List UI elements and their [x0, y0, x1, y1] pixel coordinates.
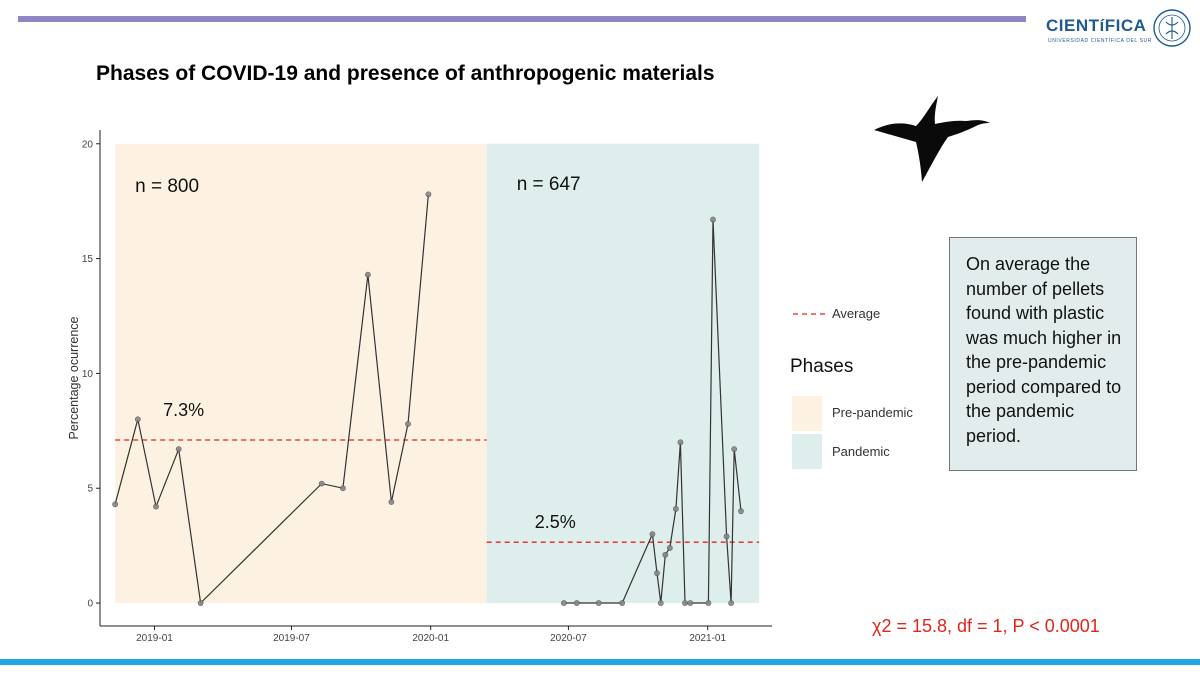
x-tick-label: 2019-07 — [273, 633, 310, 644]
top-accent-bar — [18, 16, 1026, 22]
legend-label-pandemic: Pandemic — [832, 444, 890, 459]
data-point — [175, 446, 182, 453]
data-point — [364, 271, 371, 278]
data-point — [666, 545, 673, 551]
data-point — [654, 570, 660, 577]
data-point — [112, 501, 119, 508]
x-tick-label: 2019-01 — [136, 633, 173, 644]
y-tick-label: 0 — [87, 599, 93, 610]
data-point — [134, 416, 141, 423]
x-tick-label: 2020-07 — [550, 633, 587, 644]
legend-phases-title: Phases — [790, 356, 854, 377]
data-point — [595, 600, 602, 606]
logo-subtitle: UNIVERSIDAD CIENTÍFICA DEL SUR — [1048, 38, 1152, 44]
data-point — [318, 480, 325, 487]
data-point — [677, 439, 684, 446]
data-point — [657, 600, 664, 606]
data-point — [710, 216, 716, 223]
data-point — [573, 600, 580, 606]
legend-key-pandemic — [792, 434, 822, 469]
legend-label-pre-pandemic: Pre-pandemic — [832, 405, 913, 420]
data-point — [662, 551, 669, 558]
data-point — [672, 505, 679, 512]
data-point — [560, 600, 567, 606]
data-point — [388, 499, 395, 505]
sample-size-label: n = 800 — [135, 176, 199, 197]
x-tick-label: 2020-01 — [412, 633, 449, 644]
phase-band-pre-pandemic — [115, 143, 487, 604]
x-tick-label: 2021-01 — [689, 633, 726, 644]
phase-band-pandemic — [486, 143, 760, 604]
data-point — [705, 600, 712, 606]
bottom-accent-bar — [0, 659, 1200, 665]
legend-average: Average — [790, 302, 910, 326]
data-point — [728, 600, 735, 606]
data-point — [649, 531, 656, 538]
y-axis-label: Percentage ocurrence — [67, 316, 81, 439]
data-point — [738, 508, 744, 515]
y-tick-label: 5 — [87, 484, 93, 495]
bird-silhouette-icon — [874, 96, 990, 182]
page-title: Phases of COVID-19 and presence of anthr… — [96, 62, 715, 85]
data-point — [687, 600, 694, 606]
data-point — [340, 485, 346, 492]
sample-size-label: n = 647 — [517, 174, 581, 195]
university-logo: CIENTíFICA UNIVERSIDAD CIENTÍFICA DEL SU… — [1046, 14, 1196, 54]
y-tick-label: 20 — [82, 139, 94, 150]
data-point — [682, 600, 688, 606]
legend-average-label: Average — [832, 306, 881, 321]
average-line-key — [793, 313, 826, 315]
university-seal-icon — [1153, 9, 1191, 47]
data-point — [731, 446, 738, 453]
data-point — [619, 600, 626, 606]
legend-key-pre-pandemic — [792, 396, 822, 431]
average-value-label: 7.3% — [163, 400, 204, 420]
data-point — [197, 600, 204, 606]
info-box: On average the number of pellets found w… — [949, 237, 1137, 471]
chi-square-stats: χ2 = 15.8, df = 1, P < 0.0001 — [872, 616, 1100, 636]
logo-wordmark: CIENTíFICA — [1046, 16, 1147, 35]
average-value-label: 2.5% — [535, 512, 576, 532]
data-point — [723, 533, 730, 540]
y-tick-label: 10 — [82, 369, 94, 380]
data-point — [153, 503, 159, 510]
y-tick-label: 15 — [82, 254, 94, 265]
data-point — [425, 191, 432, 198]
data-point — [405, 421, 411, 427]
